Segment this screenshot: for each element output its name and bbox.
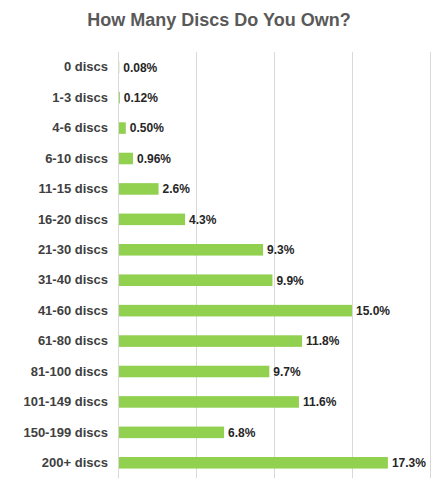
data-labels: 0.08% 0.12% 0.50% 0.96% 2.6% 4.3% 9.3% 9.9% 15.0… [123, 61, 426, 471]
tick: 4-6 discs [52, 120, 118, 135]
tick-label: 1-3 discs [52, 90, 108, 105]
bar [118, 366, 269, 378]
tick-label: 4-6 discs [52, 120, 108, 135]
bar [118, 305, 352, 317]
tick: 61-80 discs [38, 333, 118, 348]
tick: 16-20 discs [38, 212, 118, 227]
data-label: 17.3% [392, 456, 426, 470]
chart: How Many Discs Do You Own? 0 discs 1-3 dis… [0, 0, 438, 493]
data-label: 9.7% [273, 365, 301, 379]
tick: 150-199 discs [23, 425, 118, 440]
tick-label: 61-80 discs [38, 333, 108, 348]
tick: 31-40 discs [38, 272, 118, 287]
data-label: 0.12% [124, 91, 158, 105]
bar [118, 244, 263, 256]
data-label: 4.3% [189, 213, 217, 227]
bar [118, 214, 185, 226]
tick-label: 150-199 discs [23, 425, 108, 440]
bar [118, 153, 133, 165]
grid-line [118, 52, 119, 478]
tick: 200+ discs [42, 455, 118, 470]
grid [118, 52, 430, 478]
tick-label: 6-10 discs [45, 151, 108, 166]
tick: 11-15 discs [39, 181, 118, 196]
bar [118, 122, 126, 134]
data-label: 0.08% [123, 61, 157, 75]
tick-label: 16-20 discs [38, 212, 108, 227]
tick: 6-10 discs [45, 151, 118, 166]
tick: 41-60 discs [38, 303, 118, 318]
bar [118, 396, 299, 408]
tick: 81-100 discs [31, 364, 118, 379]
bar [118, 335, 302, 347]
bars [118, 61, 388, 468]
data-label: 0.96% [137, 152, 171, 166]
data-label: 15.0% [356, 304, 390, 318]
data-label: 11.8% [306, 334, 340, 348]
bar [118, 274, 272, 286]
tick-label: 31-40 discs [38, 272, 108, 287]
title: How Many Discs Do You Own? [87, 10, 350, 30]
data-label: 0.50% [130, 121, 164, 135]
tick-label: 11-15 discs [39, 181, 108, 196]
category-axis: 0 discs 1-3 discs 4-6 discs 6-10 discs 11-15… [23, 53, 118, 479]
tick-label: 41-60 discs [38, 303, 108, 318]
grid-line [196, 52, 197, 478]
data-label: 2.6% [163, 182, 191, 196]
bar [118, 427, 224, 439]
tick: 0 discs [64, 59, 118, 74]
tick: 101-149 discs [23, 394, 118, 409]
data-label: 9.9% [276, 274, 304, 288]
tick-label: 0 discs [64, 59, 108, 74]
tick: 1-3 discs [52, 90, 118, 105]
grid-line [274, 52, 275, 478]
grid-line [430, 52, 431, 478]
data-label: 11.6% [303, 395, 337, 409]
bar [118, 457, 388, 469]
tick-label: 200+ discs [42, 455, 108, 470]
data-label: 9.3% [267, 243, 295, 257]
tick-label: 101-149 discs [23, 394, 108, 409]
data-label: 6.8% [228, 426, 256, 440]
tick-label: 81-100 discs [31, 364, 108, 379]
bar [118, 183, 159, 195]
tick-label: 21-30 discs [38, 242, 108, 257]
grid-line [352, 52, 353, 478]
axis-line [118, 53, 119, 479]
tick: 21-30 discs [38, 242, 118, 257]
plot: 0 discs 1-3 discs 4-6 discs 6-10 discs 11-15… [23, 52, 430, 479]
